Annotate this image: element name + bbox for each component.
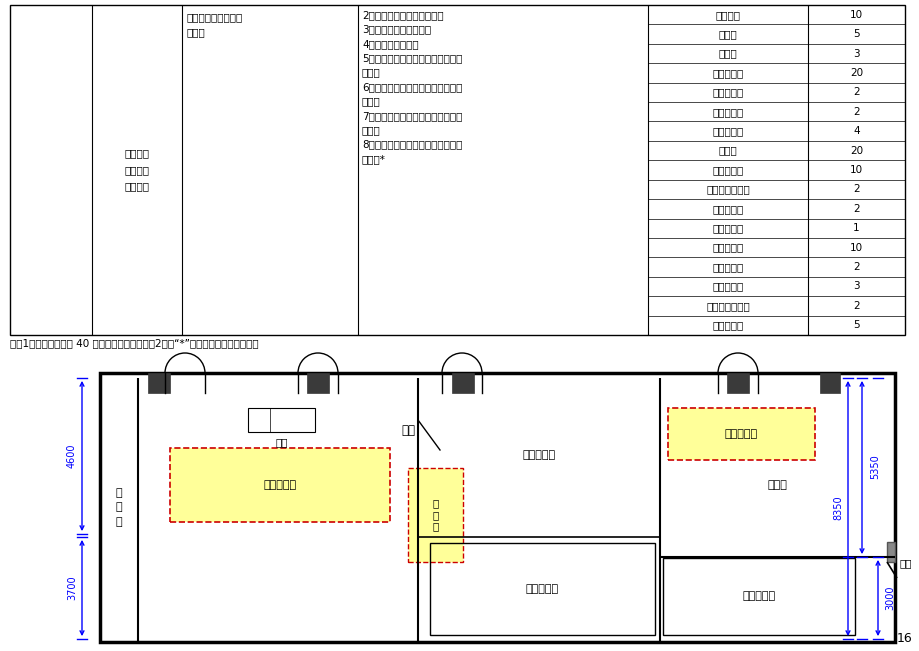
Text: 5: 5	[852, 29, 859, 39]
Bar	[148, 373, 170, 393]
Text: 妆品产品的质量检测
与评价: 妆品产品的质量检测 与评价	[187, 12, 243, 37]
Text: 2: 2	[852, 184, 859, 195]
Text: 3700: 3700	[67, 575, 77, 600]
Text: 2: 2	[852, 107, 859, 117]
Text: 旋转第度计: 旋转第度计	[711, 320, 743, 330]
Text: 酸度计: 酸度计	[718, 146, 736, 156]
Text: 准
备
室: 准 备 室	[432, 499, 438, 532]
Text: 功效评价室: 功效评价室	[724, 429, 757, 439]
Bar	[451, 373, 473, 393]
Text: 电子称: 电子称	[718, 29, 736, 39]
Text: 货架: 货架	[401, 424, 414, 437]
Bar	[100, 373, 894, 642]
Text: 注：1、设备数量为按 40 名学生同时实训配置；2、带“*”号的为选作内容或设备。: 注：1、设备数量为按 40 名学生同时实训配置；2、带“*”号的为选作内容或设备…	[10, 338, 258, 348]
Text: 静候区: 静候区	[766, 480, 787, 490]
Text: 3: 3	[852, 281, 859, 292]
Text: 光学显微镜: 光学显微镜	[711, 68, 743, 78]
Bar	[663, 558, 854, 635]
Bar	[170, 448, 390, 522]
Text: 液相色谱仪: 液相色谱仪	[711, 223, 743, 233]
Bar	[667, 408, 814, 460]
Bar	[819, 373, 839, 393]
Text: 分光光度计: 分光光度计	[711, 165, 743, 175]
Text: 2．表面活性剂定性定量分析
3．表面活性剂性能分析
4．常用微生物检验
5．膏霜类日化产品的质量检测与性
能分析
6．液洗类日化产品的质量检测与性
能分析
7．: 2．表面活性剂定性定量分析 3．表面活性剂性能分析 4．常用微生物检验 5．膏霜…	[361, 10, 462, 164]
Text: 16: 16	[895, 632, 911, 645]
Text: 自动界面张力仪: 自动界面张力仪	[706, 301, 749, 311]
Text: 5: 5	[852, 320, 859, 330]
Bar	[726, 373, 748, 393]
Text: 彩妆实训室: 彩妆实训室	[263, 480, 296, 490]
Text: 2: 2	[852, 262, 859, 272]
Text: 黑板: 黑板	[899, 558, 912, 568]
Text: 10: 10	[849, 10, 862, 20]
Text: 3: 3	[852, 49, 859, 59]
Text: 2: 2	[852, 87, 859, 98]
Text: 分析天平: 分析天平	[715, 10, 740, 20]
Text: 超净工作台: 超净工作台	[711, 126, 743, 136]
Bar	[429, 543, 654, 635]
Text: 10: 10	[849, 165, 862, 175]
Text: 4: 4	[852, 126, 859, 136]
Text: 恒温培养筱: 恒温培养筱	[711, 107, 743, 117]
Text: 5350: 5350	[869, 454, 879, 479]
Text: 水池: 水池	[275, 437, 288, 447]
Text: 3000: 3000	[884, 586, 894, 610]
Text: 原子吸收光谱仪: 原子吸收光谱仪	[706, 184, 749, 195]
Bar	[307, 373, 329, 393]
Text: 实
验
台: 实 验 台	[116, 488, 122, 527]
Bar	[886, 542, 894, 562]
Text: 干燥筱: 干燥筱	[718, 49, 736, 59]
Text: 化妆品检
验与质量
管理实训: 化妆品检 验与质量 管理实训	[124, 148, 149, 191]
Text: 皮肤评估室: 皮肤评估室	[526, 584, 559, 594]
Text: 2: 2	[852, 204, 859, 214]
Text: 2: 2	[852, 301, 859, 311]
Bar	[407, 468, 462, 562]
Text: 10: 10	[849, 243, 862, 253]
Text: 功效评价室: 功效评价室	[522, 450, 555, 460]
Text: 8350: 8350	[832, 495, 842, 520]
Text: 4600: 4600	[67, 444, 77, 468]
Bar	[248, 408, 314, 432]
Text: 样品准备区: 样品准备区	[742, 592, 775, 602]
Text: 20: 20	[849, 68, 862, 78]
Text: 离心试验机: 离心试验机	[711, 281, 743, 292]
Text: 气相色谱仪: 气相色谱仪	[711, 204, 743, 214]
Text: 阿贝折光仪: 阿贝折光仪	[711, 243, 743, 253]
Text: 高压灭菌锅: 高压灭菌锅	[711, 87, 743, 98]
Text: 1: 1	[852, 223, 859, 233]
Text: 泡沫测定仪: 泡沫测定仪	[711, 262, 743, 272]
Bar	[10, 5, 904, 335]
Text: 20: 20	[849, 146, 862, 156]
